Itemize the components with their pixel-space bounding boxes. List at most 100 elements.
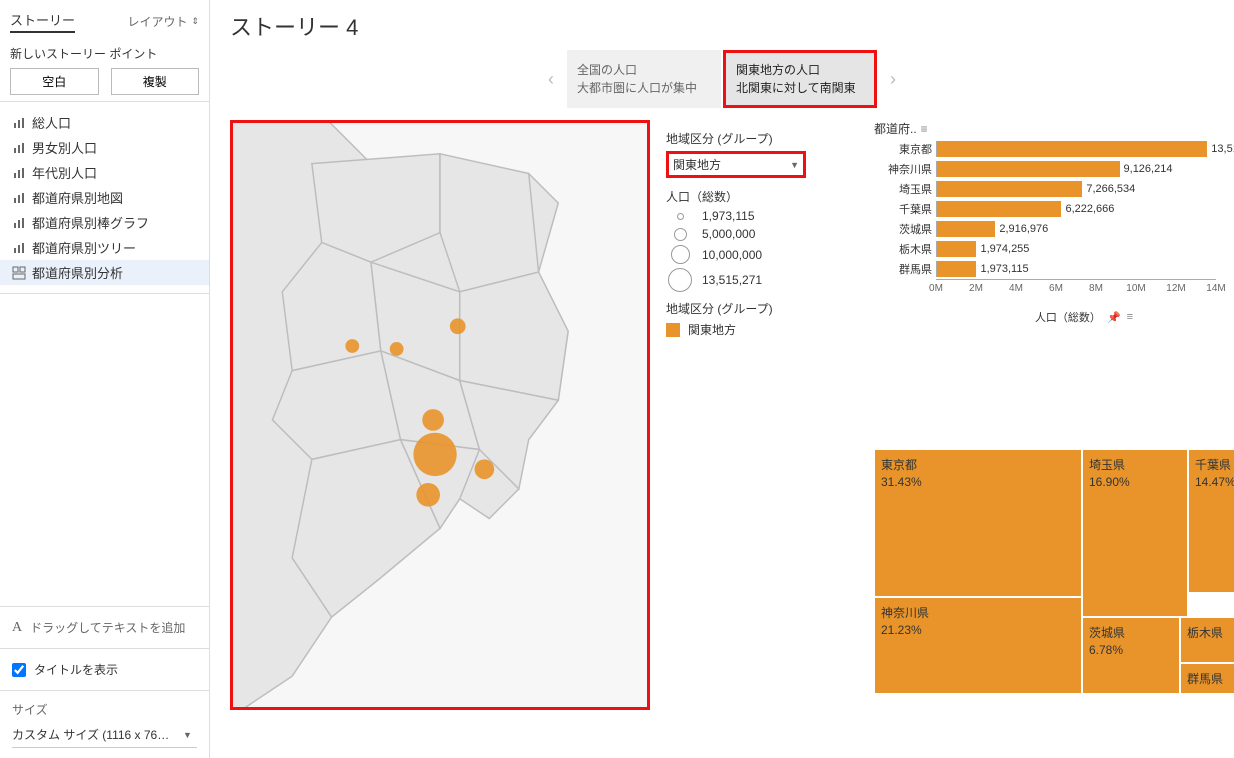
bar-row[interactable]: 神奈川県9,126,214 bbox=[874, 159, 1234, 179]
right-column: 都道府.. ≡ 東京都13,515,271神奈川県9,126,214埼玉県7,2… bbox=[874, 120, 1234, 710]
drag-text-row[interactable]: A ドラッグしてテキストを追加 bbox=[0, 606, 209, 649]
treemap-cell-label: 千葉県 bbox=[1195, 456, 1234, 473]
treemap-cell-label: 東京都 bbox=[881, 456, 1075, 473]
map-bubble[interactable] bbox=[413, 433, 456, 476]
size-legend-item: 5,000,000 bbox=[666, 227, 862, 241]
map-bubble[interactable] bbox=[475, 459, 495, 479]
bar-header-label: 都道府.. bbox=[874, 120, 917, 137]
treemap-cell[interactable]: 茨城県6.78% bbox=[1082, 617, 1180, 694]
treemap-cell[interactable]: 栃木県 bbox=[1180, 617, 1234, 663]
bar-value: 9,126,214 bbox=[1124, 161, 1173, 177]
bar-chart-icon bbox=[12, 216, 26, 230]
size-section: サイズ カスタム サイズ (1116 x 76… ▼ bbox=[0, 691, 209, 758]
sheet-item-label: 都道府県別地図 bbox=[32, 188, 123, 207]
bar-fill: 1,974,255 bbox=[937, 241, 976, 257]
sheet-item[interactable]: 都道府県別地図 bbox=[0, 185, 209, 210]
map-bubble[interactable] bbox=[390, 342, 404, 356]
axis-tick: 0M bbox=[929, 283, 943, 294]
treemap-cell[interactable]: 神奈川県21.23% bbox=[874, 597, 1082, 694]
sheet-item[interactable]: 都道府県別棒グラフ bbox=[0, 210, 209, 235]
map-bubble[interactable] bbox=[450, 318, 466, 334]
size-legend-item: 1,973,115 bbox=[666, 209, 862, 223]
size-select[interactable]: カスタム サイズ (1116 x 76… bbox=[12, 722, 197, 748]
color-legend-item: 関東地方 bbox=[666, 321, 862, 338]
region-group-label-2: 地域区分 (グループ) bbox=[666, 300, 862, 317]
sort-icon[interactable]: ≡ bbox=[1127, 311, 1133, 323]
sidebar: ストーリー レイアウト ⇕ 新しいストーリー ポイント 空白 複製 総人口男女別… bbox=[0, 0, 210, 758]
axis-tick: 2M bbox=[969, 283, 983, 294]
bar-row[interactable]: 埼玉県7,266,534 bbox=[874, 179, 1234, 199]
region-selected-value: 関東地方 bbox=[673, 156, 721, 173]
map-svg bbox=[233, 123, 647, 707]
bar-fill: 6,222,666 bbox=[937, 201, 1061, 217]
sheet-item[interactable]: 年代別人口 bbox=[0, 160, 209, 185]
nav-next-button[interactable]: › bbox=[883, 54, 903, 104]
map-bubble[interactable] bbox=[416, 483, 440, 507]
sheet-item-label: 男女別人口 bbox=[32, 138, 97, 157]
pin-icon[interactable]: 📌 bbox=[1107, 311, 1121, 324]
size-label: サイズ bbox=[12, 701, 197, 718]
treemap-cell[interactable]: 千葉県14.47% bbox=[1188, 449, 1234, 593]
treemap-cell[interactable]: 埼玉県 16.90% bbox=[1082, 449, 1188, 617]
bar-chart-icon bbox=[12, 191, 26, 205]
bar-row[interactable]: 茨城県2,916,976 bbox=[874, 219, 1234, 239]
sheet-item[interactable]: 都道府県別分析 bbox=[0, 260, 209, 285]
legends-panel: 地域区分 (グループ) 関東地方 ▼ 人口（総数） 1,973,1155,000… bbox=[662, 120, 862, 710]
map-panel[interactable] bbox=[230, 120, 650, 710]
show-title-checkbox[interactable] bbox=[12, 663, 26, 677]
axis-tick: 10M bbox=[1126, 283, 1145, 294]
bar-fill: 1,973,115 bbox=[937, 261, 976, 277]
size-legend-value: 10,000,000 bbox=[702, 248, 762, 262]
bar-axis-title: 人口（総数） bbox=[1035, 309, 1101, 325]
treemap-cell[interactable]: 群馬県 bbox=[1180, 663, 1234, 694]
main-area: ストーリー 4 ‹ 全国の人口大都市圏に人口が集中関東地方の人口北関東に対して南… bbox=[210, 0, 1234, 758]
show-title-label: タイトルを表示 bbox=[34, 661, 118, 678]
text-icon: A bbox=[12, 620, 22, 636]
bar-value: 1,973,115 bbox=[980, 261, 1028, 277]
duplicate-button[interactable]: 複製 bbox=[111, 68, 200, 95]
size-legend-item: 10,000,000 bbox=[666, 245, 862, 264]
sheet-item-label: 総人口 bbox=[32, 113, 71, 132]
sheet-item[interactable]: 男女別人口 bbox=[0, 135, 209, 160]
map-bubble[interactable] bbox=[422, 409, 444, 431]
story-point[interactable]: 全国の人口大都市圏に人口が集中 bbox=[567, 50, 721, 108]
sheet-item[interactable]: 総人口 bbox=[0, 110, 209, 135]
map-bubble[interactable] bbox=[345, 339, 359, 353]
bar-chart[interactable]: 東京都13,515,271神奈川県9,126,214埼玉県7,266,534千葉… bbox=[874, 139, 1234, 319]
bar-fill: 9,126,214 bbox=[937, 161, 1120, 177]
tab-story[interactable]: ストーリー bbox=[10, 10, 75, 33]
region-group-label: 地域区分 (グループ) bbox=[666, 130, 862, 147]
color-swatch bbox=[666, 323, 680, 337]
tab-layout-select[interactable]: レイアウト ⇕ bbox=[127, 13, 199, 30]
story-point-sub: 大都市圏に人口が集中 bbox=[577, 79, 711, 97]
bar-label: 栃木県 bbox=[874, 241, 932, 257]
story-nav: ‹ 全国の人口大都市圏に人口が集中関東地方の人口北関東に対して南関東 › bbox=[230, 50, 1214, 108]
bar-fill: 13,515,271 bbox=[937, 141, 1207, 157]
region-select[interactable]: 関東地方 ▼ bbox=[666, 151, 806, 178]
sort-icon[interactable]: ≡ bbox=[921, 122, 928, 136]
legend-circle-icon bbox=[671, 245, 690, 264]
chevron-down-icon: ▼ bbox=[183, 730, 192, 740]
new-story-point-label: 新しいストーリー ポイント bbox=[10, 45, 199, 62]
nav-prev-button[interactable]: ‹ bbox=[541, 54, 561, 104]
bar-value: 7,266,534 bbox=[1086, 181, 1135, 197]
story-point-sub: 北関東に対して南関東 bbox=[736, 79, 864, 97]
treemap-cell-label: 埼玉県 bbox=[1089, 456, 1181, 473]
treemap-cell-pct: 16.90% bbox=[1089, 475, 1181, 489]
blank-button[interactable]: 空白 bbox=[10, 68, 99, 95]
bar-row[interactable]: 千葉県6,222,666 bbox=[874, 199, 1234, 219]
bar-value: 6,222,666 bbox=[1065, 201, 1114, 217]
bar-row[interactable]: 群馬県1,973,115 bbox=[874, 259, 1234, 279]
treemap-panel[interactable]: 東京都31.43%神奈川県21.23% 埼玉県 16.90% 千葉県14.47%茨城県… bbox=[874, 449, 1234, 694]
sheet-item[interactable]: 都道府県別ツリー bbox=[0, 235, 209, 260]
dashboard-icon bbox=[12, 266, 26, 280]
bar-chart-icon bbox=[12, 241, 26, 255]
show-title-row: タイトルを表示 bbox=[0, 649, 209, 691]
bar-row[interactable]: 栃木県 1,974,255 bbox=[874, 239, 1234, 259]
treemap-cell-label: 栃木県 bbox=[1187, 624, 1234, 641]
bar-row[interactable]: 東京都13,515,271 bbox=[874, 139, 1234, 159]
story-point[interactable]: 関東地方の人口北関東に対して南関東 bbox=[723, 50, 877, 108]
bar-value: 2,916,976 bbox=[999, 221, 1048, 237]
treemap-cell[interactable]: 東京都31.43% bbox=[874, 449, 1082, 597]
legend-circle-icon bbox=[674, 228, 687, 241]
